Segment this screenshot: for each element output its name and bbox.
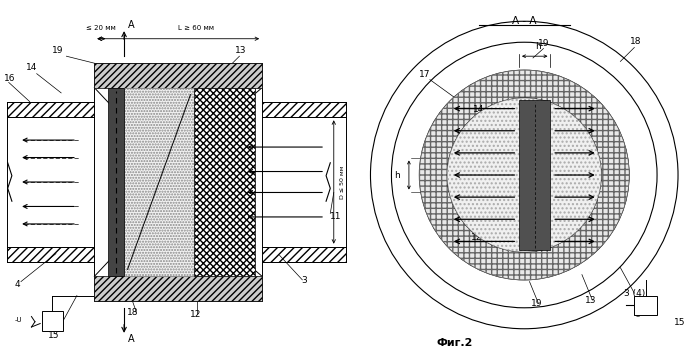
Text: Фиг.2: Фиг.2: [436, 338, 473, 348]
Text: 12: 12: [471, 233, 483, 242]
Bar: [7, 102, 122, 117]
Text: D ≤ 50 мм: D ≤ 50 мм: [340, 165, 345, 199]
Bar: [635, 296, 657, 315]
Text: 18: 18: [127, 308, 138, 317]
Bar: [227, 102, 346, 117]
Text: 16: 16: [3, 74, 15, 83]
Bar: [42, 311, 63, 331]
Text: 11: 11: [330, 212, 342, 221]
Text: 14: 14: [26, 63, 37, 72]
Text: 14: 14: [473, 105, 484, 114]
Bar: [7, 247, 122, 262]
Text: 13: 13: [236, 46, 247, 55]
Bar: [519, 100, 551, 250]
Text: 19: 19: [531, 299, 542, 308]
Text: -U: -U: [634, 312, 642, 317]
Circle shape: [419, 70, 629, 280]
Text: 15: 15: [48, 331, 60, 340]
Text: 4: 4: [15, 280, 20, 289]
Text: 18: 18: [630, 37, 642, 46]
Text: 12: 12: [190, 309, 201, 318]
Text: 3 (4): 3 (4): [624, 289, 645, 297]
Text: 3: 3: [301, 276, 307, 285]
Bar: [227, 247, 346, 262]
Bar: [94, 63, 262, 88]
Polygon shape: [447, 98, 601, 252]
Bar: [124, 88, 194, 276]
Polygon shape: [419, 70, 629, 280]
Circle shape: [447, 98, 601, 252]
Text: 19: 19: [52, 46, 64, 55]
Text: 17: 17: [419, 70, 431, 79]
Text: ≤ 20 мм: ≤ 20 мм: [87, 25, 116, 31]
Bar: [94, 276, 262, 301]
Text: h: h: [535, 42, 541, 51]
Text: 15: 15: [674, 318, 686, 327]
Text: A - A: A - A: [512, 16, 537, 26]
Text: -U: -U: [15, 317, 22, 323]
Bar: [108, 88, 124, 276]
Text: A: A: [128, 334, 134, 344]
Text: A: A: [128, 20, 134, 30]
Text: 13: 13: [585, 296, 596, 305]
Text: h: h: [394, 170, 400, 179]
Text: 19: 19: [538, 39, 549, 48]
Bar: [94, 63, 262, 301]
Text: L ≥ 60 мм: L ≥ 60 мм: [178, 25, 214, 31]
Bar: [194, 88, 255, 276]
